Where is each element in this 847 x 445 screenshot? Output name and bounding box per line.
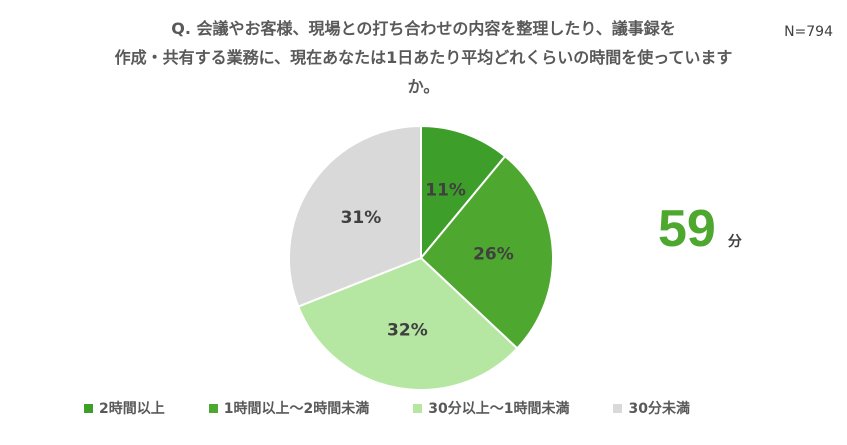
legend-label: 1時間以上～2時間未満 xyxy=(223,401,370,417)
pie-slice xyxy=(420,124,507,261)
slice-label: 31% xyxy=(341,208,382,228)
legend-swatch xyxy=(413,403,423,413)
pie-slice xyxy=(419,154,554,350)
legend-item: 2時間以上 xyxy=(84,398,165,418)
pie-slice xyxy=(296,256,519,391)
legend-swatch xyxy=(84,403,93,413)
legend-item: 1時間以上～2時間未満 xyxy=(208,398,370,418)
average-time: 59 分 xyxy=(658,203,742,255)
legend-label: 30分以上～1時間未満 xyxy=(428,401,570,417)
legend-item: 30分以上～1時間未満 xyxy=(413,398,569,418)
legend-label: 30分未満 xyxy=(628,401,690,417)
slice-label: 26% xyxy=(473,244,514,264)
chart-legend: 2時間以上 1時間以上～2時間未満 30分以上～1時間未満 30分未満 xyxy=(84,398,734,418)
pie-slice xyxy=(288,124,422,308)
question-title-line-3: か。 xyxy=(407,77,440,96)
legend-label: 2時間以上 xyxy=(99,401,165,417)
average-time-value: 59 xyxy=(658,200,716,258)
slice-label: 11% xyxy=(425,181,466,201)
legend-swatch xyxy=(208,403,218,413)
legend-swatch xyxy=(613,403,623,413)
question-title-line-1: Q. 会議やお客様、現場との打ち合わせの内容を整理したり、議事録を xyxy=(171,19,676,38)
legend-item: 30分未満 xyxy=(613,398,690,418)
sample-size: N=794 xyxy=(784,24,833,40)
average-time-unit: 分 xyxy=(727,234,742,250)
question-title-line-2: 作成・共有する業務に、現在あなたは1日あたり平均どれくらいの時間を使っています xyxy=(114,48,733,67)
question-title: Q. 会議やお客様、現場との打ち合わせの内容を整理したり、議事録を 作成・共有す… xyxy=(0,14,847,101)
slice-label: 32% xyxy=(387,320,428,340)
